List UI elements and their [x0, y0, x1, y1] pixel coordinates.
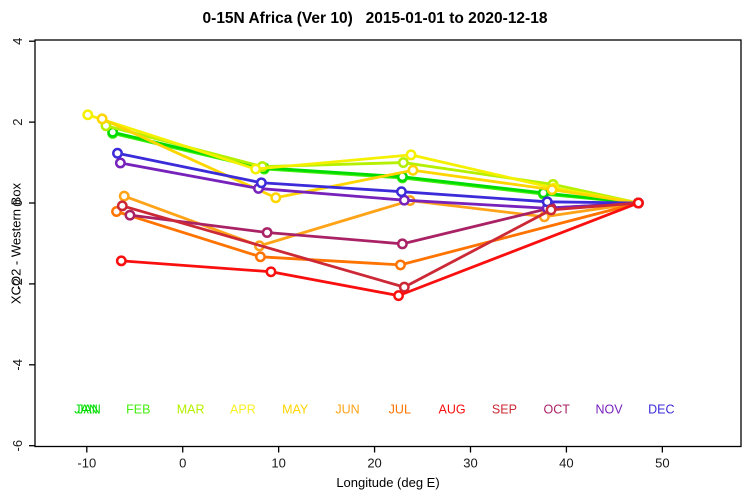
series-line-JUL	[115, 201, 640, 267]
x-tick-label: 10	[271, 456, 285, 471]
series-line-AUG	[119, 201, 640, 298]
x-tick-label: 50	[655, 456, 669, 471]
x-tick-label: -10	[77, 456, 96, 471]
data-point-AUG	[632, 197, 644, 209]
data-point-SEP	[545, 204, 557, 216]
y-tick-label: 4	[10, 38, 25, 45]
data-point-JUL	[254, 251, 266, 263]
legend-month-APR: APR	[230, 403, 256, 417]
legend-month-FEB: FEB	[126, 403, 150, 417]
y-tick-label: 2	[10, 118, 25, 125]
data-point-DEC	[112, 147, 123, 159]
data-point-MAY	[270, 192, 282, 204]
data-point-AUG	[115, 255, 127, 267]
legend-month-JUN: JUN	[335, 403, 359, 417]
data-point-SEP	[398, 281, 410, 293]
chart-title: 0-15N Africa (Ver 10) 2015-01-01 to 2020…	[202, 10, 548, 27]
data-point-MAR	[397, 157, 409, 169]
data-point-JUN	[118, 190, 130, 202]
legend-month-DEC: DEC	[648, 403, 674, 417]
legend-month-JAN: JAN	[77, 403, 101, 417]
data-point-DEC	[255, 177, 267, 189]
x-axis-label: Longitude (deg E)	[336, 475, 440, 490]
plot-border	[34, 39, 742, 448]
legend-month-MAY: MAY	[282, 403, 309, 417]
y-tick-label: -4	[10, 359, 25, 371]
data-point-AUG	[265, 266, 277, 278]
data-point-OCT	[124, 209, 136, 221]
data-point-NOV	[398, 194, 410, 206]
legend-month-JAN: JAN	[74, 403, 98, 417]
x-tick-label: 40	[559, 456, 573, 471]
legend-month-JUL: JUL	[389, 403, 411, 417]
data-point-JUL	[395, 259, 406, 271]
legend-month-OCT: OCT	[544, 403, 571, 417]
legend-month-AUG: AUG	[439, 403, 466, 417]
data-point-MAY	[407, 164, 419, 176]
data-point-AUG	[393, 290, 405, 302]
data-point-APR	[250, 163, 262, 175]
y-tick-label: -2	[10, 278, 25, 290]
data-point-DEC	[541, 196, 553, 208]
y-tick-label: -6	[10, 440, 25, 452]
legend-month-NOV: NOV	[595, 403, 623, 417]
legend-month-SEP: SEP	[492, 403, 517, 417]
data-point-NOV	[114, 157, 126, 169]
data-point-OCT	[261, 227, 273, 238]
legend-month-MAR: MAR	[177, 403, 205, 417]
data-point-MAY	[96, 113, 108, 125]
data-point-OCT	[396, 238, 408, 250]
y-tick-label: 0	[10, 199, 25, 206]
x-tick-label: 30	[463, 456, 477, 471]
x-tick-label: 0	[179, 456, 186, 471]
data-point-APR	[405, 149, 417, 161]
x-tick-label: 20	[367, 456, 381, 471]
data-point-APR	[82, 109, 94, 121]
data-point-SEP	[116, 200, 128, 212]
data-point-MAY	[546, 184, 558, 196]
data-point-DEC	[395, 186, 407, 198]
series-line-SEP	[120, 201, 640, 289]
